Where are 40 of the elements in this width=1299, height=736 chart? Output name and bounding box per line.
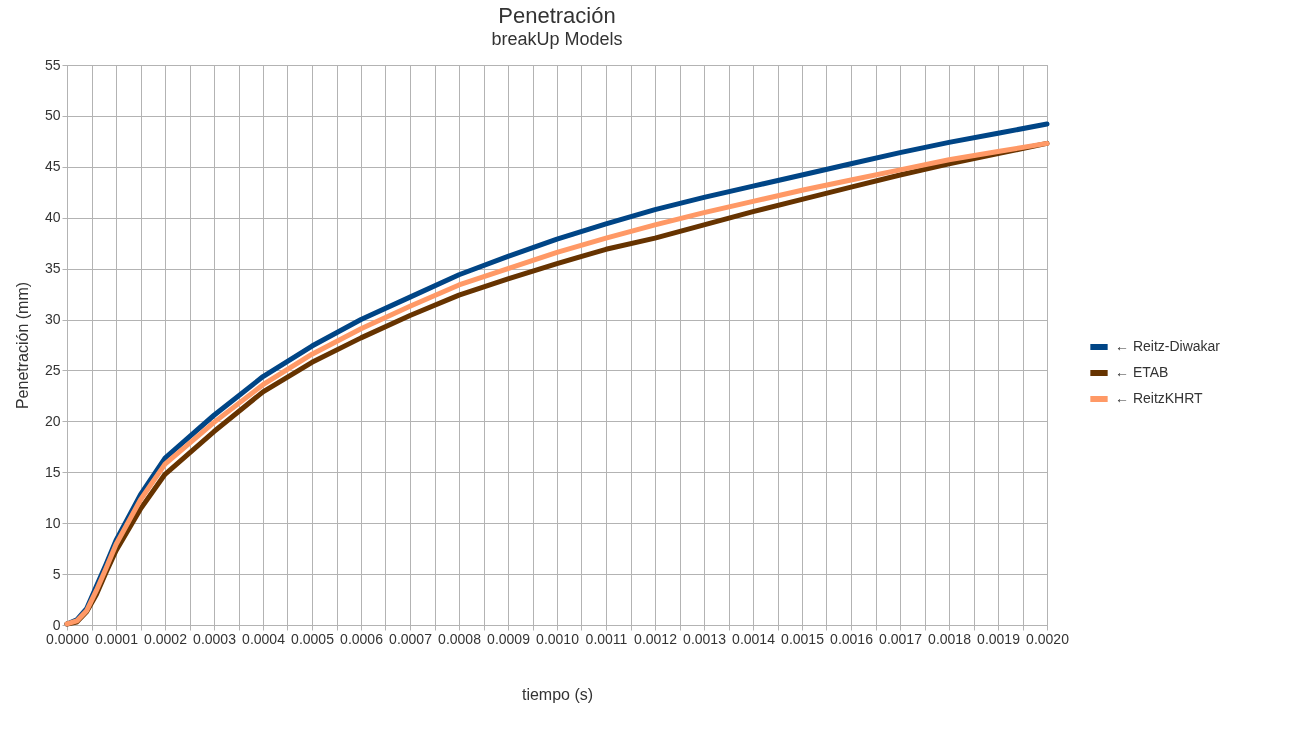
x-tick-label: 0.0004 bbox=[242, 630, 286, 647]
legend-label: ← ReitzKHRT bbox=[1115, 390, 1204, 406]
y-tick-label: 55 bbox=[44, 56, 61, 73]
x-tick-label: 0.0018 bbox=[928, 630, 972, 647]
x-axis-title: tiempo (s) bbox=[521, 685, 594, 703]
legend-label: ← Reitz-Diwakar bbox=[1115, 338, 1221, 354]
x-tick-label: 0.0006 bbox=[340, 630, 384, 647]
x-tick-label: 0.0001 bbox=[95, 630, 139, 647]
x-tick-label: 0.0010 bbox=[536, 630, 580, 647]
x-tick-label: 0.0005 bbox=[291, 630, 335, 647]
chart-title: Penetración bbox=[498, 3, 616, 28]
x-tick-label: 0.0016 bbox=[830, 630, 874, 647]
y-tick-label: 15 bbox=[44, 463, 61, 480]
x-tick-label: 0.0002 bbox=[144, 630, 188, 647]
chart-subtitle: breakUp Models bbox=[491, 29, 623, 49]
x-tick-label: 0.0009 bbox=[487, 630, 531, 647]
y-tick-label: 50 bbox=[44, 107, 61, 124]
x-tick-label: 0.0017 bbox=[879, 630, 923, 647]
y-tick-label: 5 bbox=[52, 565, 61, 582]
y-tick-label: 20 bbox=[44, 412, 61, 429]
x-tick-label: 0.0007 bbox=[389, 630, 433, 647]
y-tick-label: 0 bbox=[52, 616, 61, 633]
x-tick-label: 0.0012 bbox=[634, 630, 678, 647]
x-tick-label: 0.0013 bbox=[683, 630, 727, 647]
y-tick-label: 25 bbox=[44, 361, 61, 378]
y-tick-label: 40 bbox=[44, 209, 61, 226]
y-tick-label: 10 bbox=[44, 514, 61, 531]
x-tick-label: 0.0008 bbox=[438, 630, 482, 647]
x-tick-label: 0.0020 bbox=[1026, 630, 1070, 647]
x-tick-label: 0.0019 bbox=[977, 630, 1021, 647]
x-tick-label: 0.0014 bbox=[732, 630, 776, 647]
x-tick-label: 0.0000 bbox=[46, 630, 90, 647]
legend-label: ← ETAB bbox=[1115, 364, 1169, 380]
x-tick-label: 0.0011 bbox=[585, 630, 628, 647]
x-tick-label: 0.0015 bbox=[781, 630, 825, 647]
x-tick-label: 0.0003 bbox=[193, 630, 237, 647]
y-tick-label: 35 bbox=[44, 260, 61, 277]
y-tick-label: 30 bbox=[44, 311, 61, 328]
y-tick-label: 45 bbox=[44, 158, 61, 175]
y-axis-title: Penetración (mm) bbox=[13, 281, 31, 410]
